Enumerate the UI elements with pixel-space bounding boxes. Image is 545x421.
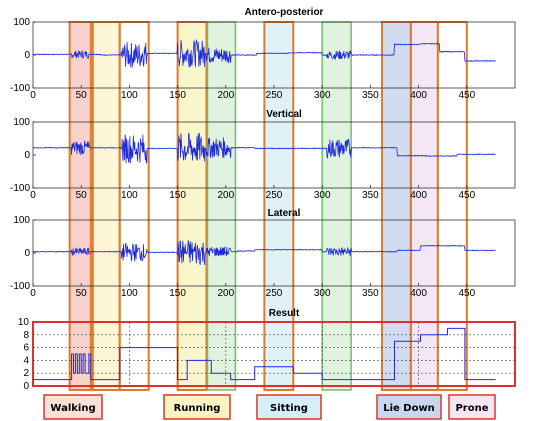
activity-label-layer: Walking Running Sitting Lie Down Prone — [43, 394, 496, 420]
x-tick-label: 0 — [30, 190, 36, 201]
running-label: Running — [174, 403, 221, 414]
panel-title: Vertical — [266, 109, 302, 120]
x-tick-label: 200 — [217, 190, 234, 201]
y-tick-label: 8 — [23, 330, 29, 341]
running-label-box — [163, 394, 231, 420]
y-tick-label: -100 — [10, 281, 30, 292]
x-tick-label: 300 — [314, 288, 331, 299]
x-tick-label: 350 — [362, 190, 379, 201]
x-tick-label: 50 — [76, 288, 88, 299]
x-tick-label: 250 — [266, 288, 283, 299]
activity-band-9 — [409, 21, 439, 391]
x-tick-label: 250 — [266, 190, 283, 201]
sitting-label-box — [256, 394, 322, 420]
x-tick-label: 200 — [217, 288, 234, 299]
x-tick-label: 0 — [30, 90, 36, 101]
activity-band-5 — [206, 21, 237, 391]
x-tick-label: 100 — [121, 190, 138, 201]
x-tick-label: 350 — [362, 288, 379, 299]
y-tick-label: 0 — [23, 381, 29, 392]
y-tick-label: 100 — [13, 17, 30, 28]
signal-line — [32, 132, 496, 164]
x-tick-label: 300 — [314, 190, 331, 201]
walking-label-box — [43, 394, 103, 420]
activity-band-7 — [321, 21, 352, 391]
panel-1: Antero-posterior 0 50 100 150 200 250 300 350 400… — [10, 7, 516, 101]
x-tick-label: 200 — [217, 90, 234, 101]
y-tick-label: -100 — [10, 183, 30, 194]
result-step-line — [33, 327, 496, 381]
y-tick-label: -100 — [10, 83, 30, 94]
y-tick-label: 0 — [24, 150, 30, 161]
y-tick-label: 10 — [18, 317, 30, 328]
sitting-label: Sitting — [270, 403, 308, 414]
x-tick-label: 450 — [458, 90, 475, 101]
walking-label: Walking — [50, 403, 95, 414]
y-tick-label: 2 — [23, 368, 29, 379]
signal-line — [32, 240, 496, 266]
activity-band-1 — [68, 21, 92, 391]
y-tick-label: 100 — [13, 215, 30, 226]
lie-down-label-box — [376, 394, 442, 420]
y-tick-label: 4 — [23, 355, 29, 366]
y-tick-label: 0 — [24, 50, 30, 61]
y-tick-label: 6 — [23, 343, 29, 354]
x-tick-label: 450 — [458, 288, 475, 299]
y-tick-label: 0 — [24, 248, 30, 259]
signal-line — [33, 39, 496, 68]
panel-title: Result — [269, 308, 300, 319]
activity-band-4 — [176, 21, 208, 391]
panel-4: Result 10 8 64 2 0 — [18, 308, 516, 392]
lie-down-label: Lie Down — [383, 403, 435, 414]
panel-title: Antero-posterior — [245, 7, 324, 18]
result-frame — [32, 321, 516, 387]
x-tick-label: 300 — [314, 90, 331, 101]
panel-title: Lateral — [268, 208, 301, 219]
x-tick-label: 250 — [266, 90, 283, 101]
x-tick-label: 100 — [121, 288, 138, 299]
y-tick-label: 100 — [13, 117, 30, 128]
x-tick-label: 150 — [169, 190, 186, 201]
prone-label: Prone — [455, 403, 488, 414]
prone-label-box — [448, 394, 496, 420]
x-tick-label: 0 — [30, 288, 36, 299]
x-tick-label: 50 — [76, 90, 88, 101]
x-tick-label: 50 — [76, 190, 88, 201]
x-tick-label: 100 — [121, 90, 138, 101]
activity-band-layer — [68, 21, 468, 391]
x-tick-label: 400 — [410, 90, 427, 101]
x-tick-label: 450 — [458, 190, 475, 201]
x-tick-label: 400 — [410, 190, 427, 201]
x-tick-label: 350 — [362, 90, 379, 101]
x-tick-label: 150 — [169, 288, 186, 299]
activity-band-2 — [91, 21, 121, 391]
x-tick-label: 400 — [410, 288, 427, 299]
x-tick-label: 150 — [169, 90, 186, 101]
